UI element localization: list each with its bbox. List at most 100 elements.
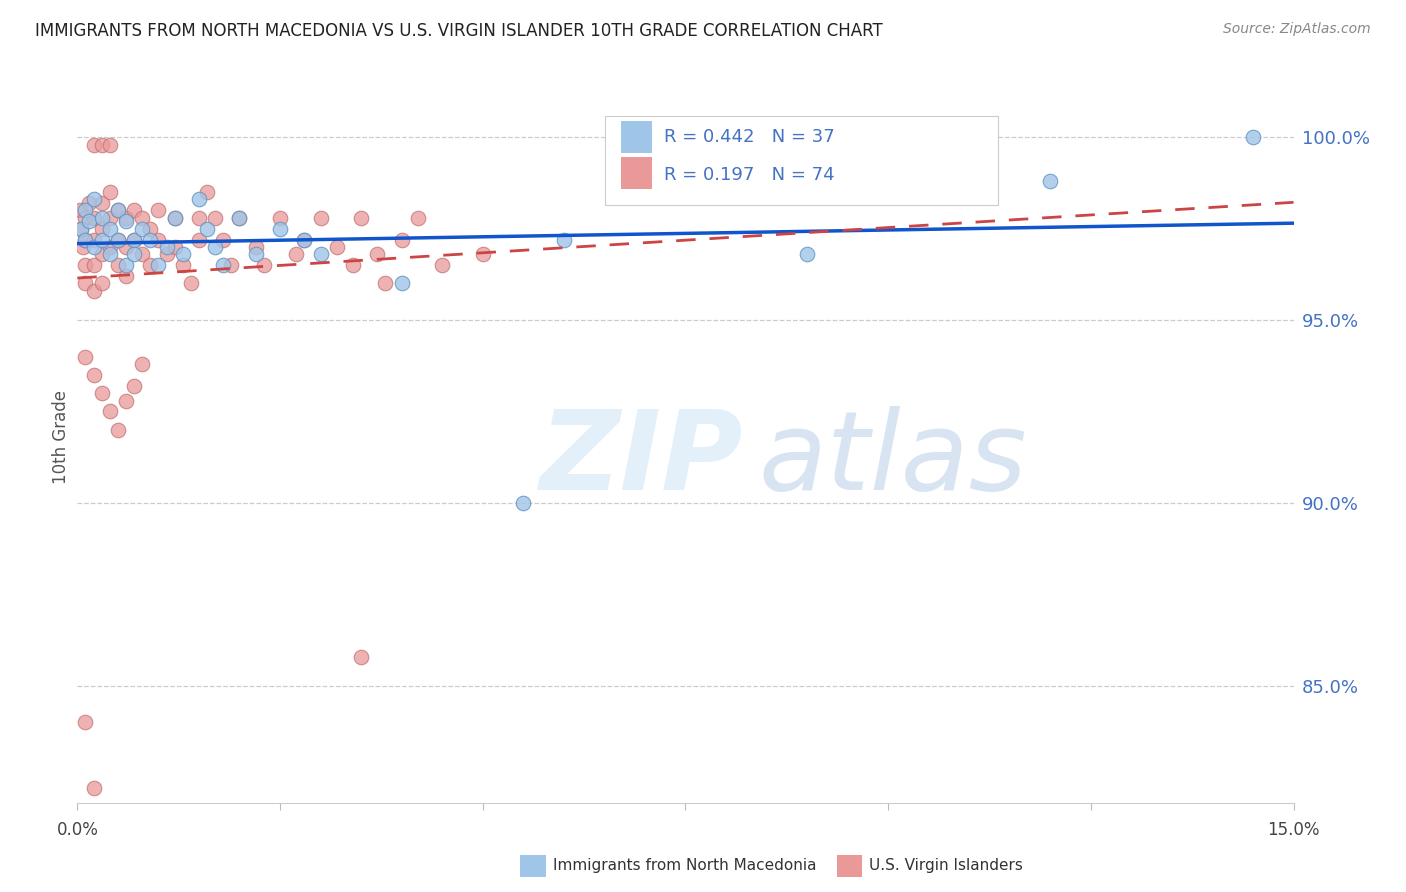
Point bbox=[83, 284, 105, 298]
Point bbox=[75, 233, 97, 247]
Point bbox=[122, 203, 145, 218]
Text: ZIP: ZIP bbox=[540, 406, 742, 513]
Point bbox=[90, 277, 112, 291]
Point bbox=[309, 211, 332, 225]
Point bbox=[115, 269, 138, 284]
Point bbox=[107, 423, 129, 437]
Point bbox=[195, 185, 218, 199]
Point bbox=[309, 247, 332, 261]
Point bbox=[471, 247, 494, 261]
Point bbox=[107, 203, 129, 218]
Point bbox=[98, 185, 121, 199]
Point bbox=[72, 240, 94, 254]
Point bbox=[122, 233, 145, 247]
Point bbox=[83, 240, 105, 254]
Text: IMMIGRANTS FROM NORTH MACEDONIA VS U.S. VIRGIN ISLANDER 10TH GRADE CORRELATION C: IMMIGRANTS FROM NORTH MACEDONIA VS U.S. … bbox=[35, 22, 883, 40]
Point bbox=[155, 247, 177, 261]
Point bbox=[269, 221, 291, 235]
Point bbox=[79, 214, 101, 228]
Point bbox=[83, 368, 105, 382]
Point bbox=[180, 277, 202, 291]
Point bbox=[75, 258, 97, 272]
Point bbox=[391, 233, 413, 247]
Point bbox=[228, 211, 250, 225]
Text: R = 0.197   N = 74: R = 0.197 N = 74 bbox=[664, 166, 834, 184]
Point bbox=[131, 357, 153, 371]
Point bbox=[115, 240, 138, 254]
Point bbox=[122, 247, 145, 261]
Point bbox=[90, 233, 112, 247]
Point bbox=[391, 277, 413, 291]
Point bbox=[245, 247, 267, 261]
Point bbox=[75, 350, 97, 364]
Point bbox=[326, 240, 349, 254]
Point bbox=[204, 240, 226, 254]
Point bbox=[212, 258, 235, 272]
Point bbox=[75, 203, 97, 218]
Point bbox=[83, 211, 105, 225]
Text: 15.0%: 15.0% bbox=[1267, 822, 1320, 839]
Point bbox=[107, 258, 129, 272]
Point bbox=[98, 211, 121, 225]
Point bbox=[245, 240, 267, 254]
Point bbox=[148, 203, 170, 218]
Point bbox=[75, 233, 97, 247]
Point bbox=[131, 211, 153, 225]
Point bbox=[107, 233, 129, 247]
Text: Immigrants from North Macedonia: Immigrants from North Macedonia bbox=[553, 858, 815, 872]
Point bbox=[221, 258, 243, 272]
Point bbox=[115, 214, 138, 228]
Point bbox=[292, 233, 315, 247]
Point bbox=[512, 496, 534, 510]
Point bbox=[90, 211, 112, 225]
Point bbox=[1039, 174, 1062, 188]
Point bbox=[269, 211, 291, 225]
Text: atlas: atlas bbox=[758, 406, 1026, 513]
Point bbox=[139, 233, 162, 247]
Point bbox=[98, 247, 121, 261]
Point bbox=[131, 221, 153, 235]
Point bbox=[163, 211, 186, 225]
Point bbox=[188, 211, 211, 225]
Point bbox=[90, 386, 112, 401]
Point bbox=[139, 221, 162, 235]
Point bbox=[83, 193, 105, 207]
Point bbox=[75, 211, 97, 225]
Point bbox=[90, 196, 112, 211]
Point bbox=[107, 203, 129, 218]
Point bbox=[90, 247, 112, 261]
Point bbox=[350, 649, 373, 664]
Point bbox=[98, 404, 121, 418]
Point bbox=[139, 258, 162, 272]
Point bbox=[75, 715, 97, 730]
Point bbox=[115, 211, 138, 225]
Point bbox=[188, 233, 211, 247]
Point bbox=[350, 211, 373, 225]
Point bbox=[122, 379, 145, 393]
Point bbox=[83, 233, 105, 247]
Point bbox=[98, 137, 121, 152]
Point bbox=[253, 258, 276, 272]
Point bbox=[212, 233, 235, 247]
Point bbox=[115, 258, 138, 272]
Point bbox=[90, 221, 112, 235]
Point bbox=[172, 247, 194, 261]
Y-axis label: 10th Grade: 10th Grade bbox=[52, 390, 70, 484]
Point bbox=[155, 240, 177, 254]
Text: 0.0%: 0.0% bbox=[56, 822, 98, 839]
Point bbox=[75, 277, 97, 291]
Point bbox=[83, 258, 105, 272]
Point bbox=[553, 233, 575, 247]
Point bbox=[70, 221, 93, 235]
Text: R = 0.442   N = 37: R = 0.442 N = 37 bbox=[664, 128, 834, 146]
Point bbox=[115, 393, 138, 408]
Point bbox=[342, 258, 364, 272]
Point bbox=[131, 247, 153, 261]
Point bbox=[98, 221, 121, 235]
Point bbox=[188, 193, 211, 207]
Point bbox=[796, 247, 818, 261]
Text: Source: ZipAtlas.com: Source: ZipAtlas.com bbox=[1223, 22, 1371, 37]
Point bbox=[228, 211, 250, 225]
Point bbox=[90, 137, 112, 152]
Point bbox=[83, 781, 105, 796]
